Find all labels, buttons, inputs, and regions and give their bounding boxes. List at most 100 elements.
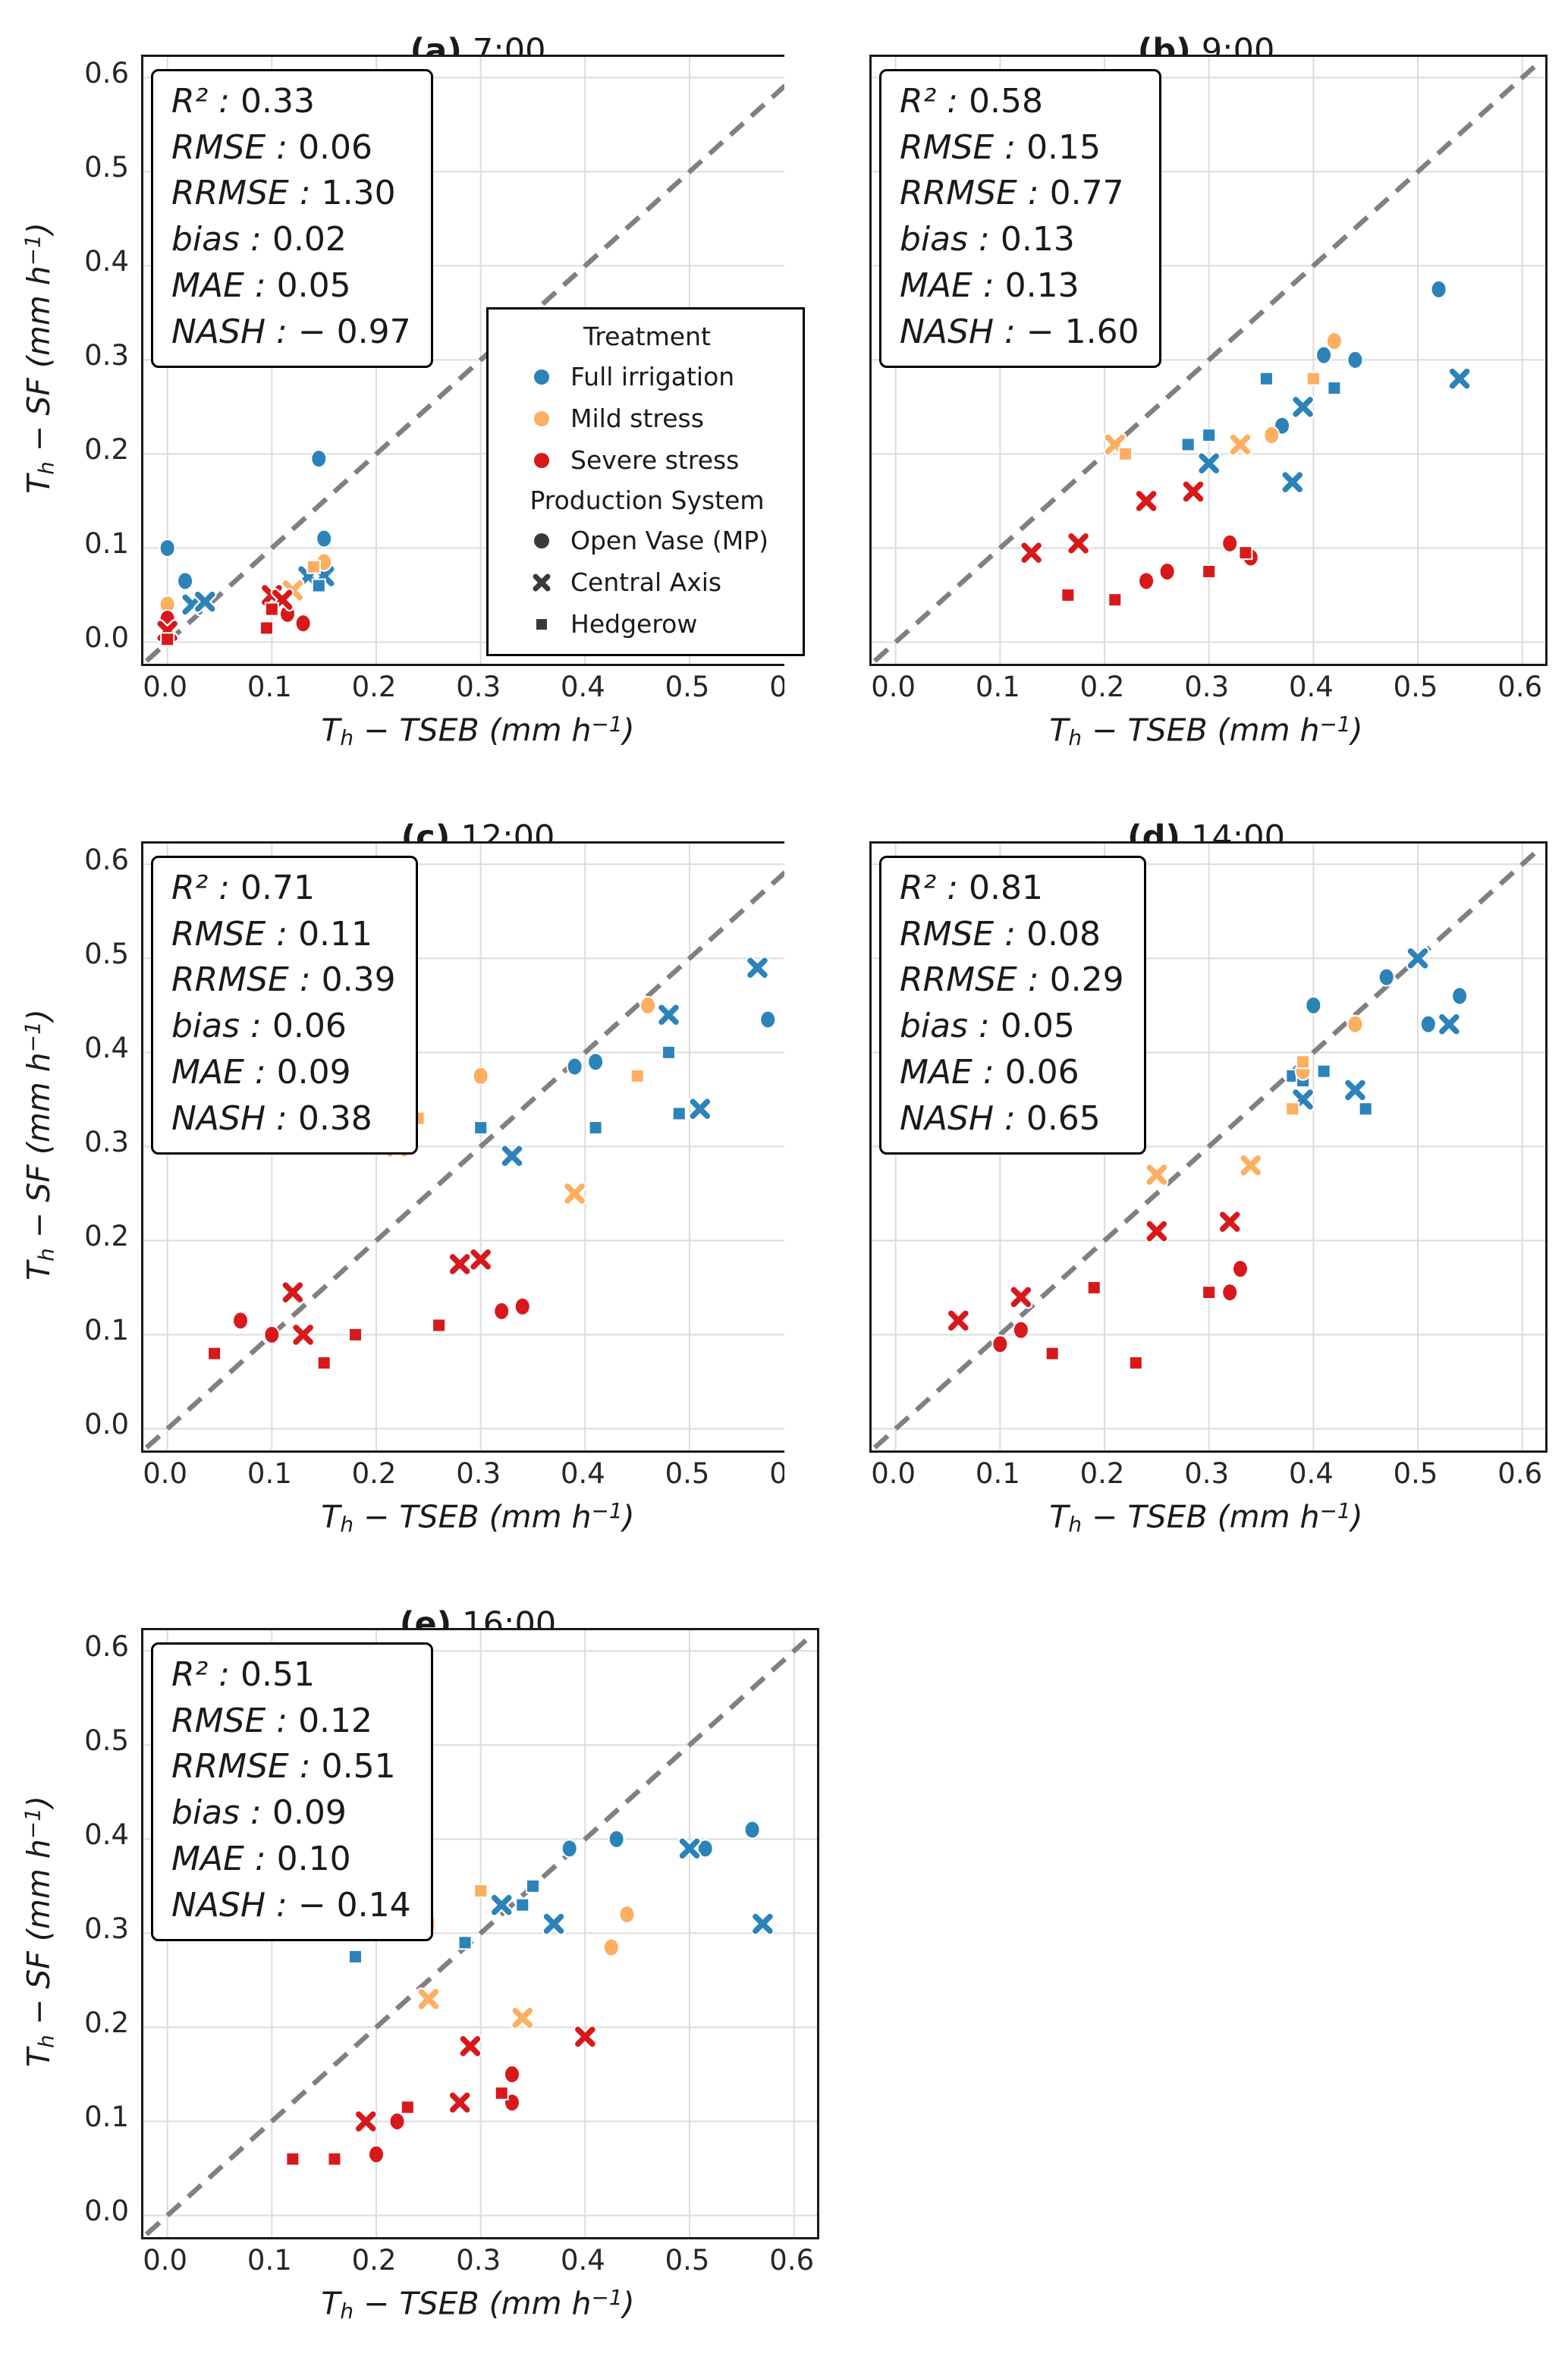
- series-severe-stress-x: [1020, 479, 1205, 565]
- y-tick-label: 0.4: [84, 1818, 129, 1852]
- stats-box-a: R² : 0.33 RMSE : 0.06 RRMSE : 1.30 bias : 0…: [151, 69, 433, 369]
- stats-line: RMSE : 0.12: [171, 1699, 411, 1745]
- stats-line: MAE : 0.05: [171, 263, 411, 310]
- stats-separator: :: [244, 1839, 277, 1878]
- series-mild-stress-square: [306, 559, 321, 574]
- series-severe-stress-square: [1045, 1280, 1217, 1371]
- x-tick-label: 0.4: [560, 1457, 605, 1490]
- stats-label: MAE: [171, 266, 244, 305]
- y-tick-label: 0.1: [84, 2101, 129, 2134]
- stats-box-c: R² : 0.71 RMSE : 0.11 RRMSE : 0.39 bias : 0…: [151, 856, 418, 1155]
- stats-label: MAE: [171, 1839, 244, 1878]
- stats-separator: :: [936, 82, 969, 121]
- stats-line: RRMSE : 0.77: [900, 171, 1139, 217]
- stats-value: 1.30: [321, 174, 396, 213]
- stats-label: RMSE: [171, 127, 266, 167]
- stats-line: RMSE : 0.08: [900, 912, 1124, 958]
- stats-separator: :: [208, 869, 241, 907]
- stats-value: 0.51: [240, 1655, 315, 1694]
- stats-separator: :: [208, 1655, 241, 1694]
- x-axis-label: Th − TSEB (mm h−1): [1049, 1498, 1363, 1537]
- stats-line: RRMSE : 0.39: [171, 957, 396, 1004]
- x-tick-label: 0.3: [1184, 671, 1230, 703]
- x-tick-label: 0.3: [456, 671, 501, 703]
- legend: Treatment Full irrigation Mild stress Se…: [486, 307, 805, 656]
- y-tick-label: 0.2: [84, 1220, 129, 1253]
- legend-item-label: Mild stress: [570, 404, 704, 433]
- x-tick-label: 0.4: [560, 2244, 605, 2277]
- x-tick-label: 0.0: [143, 1457, 188, 1490]
- stats-separator: :: [266, 312, 298, 351]
- stats-value: 0.05: [1000, 1007, 1075, 1046]
- stats-label: RMSE: [900, 914, 995, 954]
- series-full-irrigation-square: [1180, 371, 1342, 452]
- series-mild-stress-circle: [159, 552, 333, 614]
- stats-line: RRMSE : 1.30: [171, 171, 411, 217]
- x-tick-label: 0.2: [351, 1457, 397, 1490]
- y-tick-label: 0.3: [84, 1126, 129, 1159]
- y-tick-label: 0.4: [84, 245, 129, 278]
- series-severe-stress-square: [160, 602, 279, 647]
- stats-label: RRMSE: [900, 960, 1017, 1000]
- stats-value: 0.15: [1026, 127, 1101, 167]
- y-axis-label: Th − SF (mm h−1): [20, 222, 59, 494]
- stats-value: 0.05: [276, 266, 351, 305]
- series-severe-stress-square: [285, 2085, 509, 2167]
- stats-line: NASH : − 0.97: [171, 310, 411, 356]
- stats-value: 0.77: [1049, 174, 1124, 213]
- legend-item-mild-stress: Mild stress: [496, 398, 798, 439]
- stats-label: R²: [171, 1655, 209, 1694]
- stats-line: RRMSE : 0.51: [171, 1744, 411, 1790]
- plot-area-a: R² : 0.33 RMSE : 0.06 RRMSE : 1.30 bias : 0…: [141, 55, 819, 666]
- stats-line: MAE : 0.09: [171, 1050, 396, 1096]
- panel-a: (a) 7:00 R² : 0.33 RMSE : 0.06 RRMSE : 1.30…: [0, 0, 819, 787]
- panel-b: (b) 9:00 R² : 0.58 RMSE : 0.15 RRMSE : 0.77…: [784, 0, 1568, 787]
- stats-value: − 1.60: [1026, 312, 1139, 351]
- series-severe-stress-square: [207, 1318, 447, 1371]
- stats-separator: :: [936, 869, 969, 907]
- series-full-irrigation-square: [311, 578, 326, 593]
- y-tick-label: 0.6: [84, 57, 129, 90]
- series-full-irrigation-x: [1197, 366, 1472, 495]
- stats-separator: :: [266, 1098, 298, 1138]
- stats-separator: :: [994, 127, 1027, 167]
- stats-label: MAE: [171, 1052, 244, 1092]
- identity-line: [872, 61, 1540, 663]
- series-full-irrigation-x: [489, 1837, 775, 1936]
- stats-label: NASH: [171, 1098, 266, 1138]
- series-full-irrigation-x: [181, 564, 336, 617]
- stats-line: R² : 0.33: [171, 79, 411, 125]
- x-tick-label: 0.2: [1079, 671, 1125, 703]
- stats-value: 0.06: [272, 1007, 347, 1046]
- stats-line: R² : 0.81: [900, 866, 1124, 912]
- stats-line: R² : 0.51: [171, 1652, 411, 1699]
- x-tick-label: 0.3: [456, 1457, 501, 1490]
- series-severe-stress-x: [354, 2025, 597, 2133]
- x-tick-label: 0.6: [769, 2244, 815, 2277]
- stats-line: RMSE : 0.11: [171, 912, 396, 958]
- series-full-irrigation-circle: [159, 449, 333, 591]
- mild-stress-circle-icon: [522, 409, 561, 429]
- stats-value: − 0.14: [297, 1885, 411, 1925]
- series-severe-stress-circle: [1138, 533, 1259, 591]
- x-tick-label: 0.4: [560, 671, 605, 703]
- stats-label: RMSE: [900, 127, 995, 167]
- stats-separator: :: [994, 1098, 1026, 1138]
- stats-separator: :: [288, 1747, 322, 1786]
- series-mild-stress-circle: [602, 1905, 636, 1957]
- x-tick-label: 0.0: [143, 2244, 188, 2277]
- stats-value: 0.13: [1000, 220, 1075, 259]
- stats-label: RRMSE: [171, 174, 289, 213]
- stats-line: RMSE : 0.15: [900, 125, 1139, 171]
- x-tick-label: 0.4: [1288, 671, 1334, 703]
- series-mild-stress-x: [1103, 432, 1252, 457]
- stats-separator: :: [244, 266, 277, 305]
- series-full-irrigation-square: [473, 1045, 687, 1136]
- stats-value: 0.39: [321, 960, 396, 1000]
- stats-separator: :: [968, 1007, 1001, 1046]
- stats-label: R²: [900, 82, 937, 121]
- legend-item-central-axis: Central Axis: [496, 561, 798, 603]
- stats-value: 0.71: [240, 869, 315, 907]
- y-tick-label: 0.6: [84, 844, 129, 877]
